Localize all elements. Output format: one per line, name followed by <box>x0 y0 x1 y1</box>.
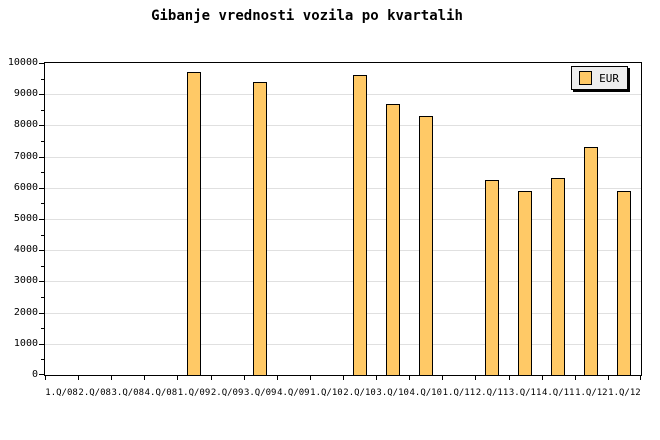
x-axis-tick <box>310 375 311 380</box>
bar <box>518 190 533 375</box>
y-axis-label: 2000 <box>13 306 38 318</box>
gridline <box>45 343 641 345</box>
x-axis-tick <box>111 375 112 380</box>
y-axis-major-tick <box>39 281 44 283</box>
x-axis-label: 3.Q/08 <box>111 388 145 398</box>
y-axis-minor-tick <box>41 265 44 267</box>
x-axis-label: 4.Q/09 <box>277 388 310 398</box>
y-axis-major-tick <box>39 94 44 96</box>
x-axis-tick <box>144 375 145 380</box>
gridline <box>45 94 641 96</box>
y-axis-major-tick <box>39 343 44 345</box>
x-axis-tick <box>343 375 344 380</box>
y-axis-label: 4000 <box>13 244 38 256</box>
y-axis-minor-tick <box>41 109 44 111</box>
x-axis-tick <box>542 375 543 380</box>
y-axis-label: 7000 <box>13 150 38 162</box>
y-axis-major-tick <box>39 312 44 314</box>
y-axis-minor-tick <box>41 297 44 298</box>
legend-swatch <box>579 71 593 85</box>
x-axis-label: 1.Q/11 <box>442 388 476 398</box>
y-axis-major-tick <box>39 125 44 127</box>
bar <box>485 180 499 375</box>
gridline <box>45 312 641 314</box>
y-axis-label: 8000 <box>13 119 38 131</box>
x-axis-label: 3.Q/11 <box>508 388 542 398</box>
chart-title: Gibanje vrednosti vozila po kvartalih <box>151 8 463 24</box>
x-axis-tick <box>78 375 79 380</box>
x-axis-label: 2.Q/10 <box>343 388 376 398</box>
y-axis-minor-tick <box>41 234 44 236</box>
x-axis-label: 2.Q/08 <box>78 388 111 398</box>
bar <box>187 72 201 375</box>
x-axis-tick <box>475 375 476 380</box>
gridline <box>45 156 641 158</box>
y-axis-major-tick <box>39 156 44 158</box>
y-axis-label: 6000 <box>13 181 38 193</box>
y-axis-minor-tick <box>41 172 44 174</box>
x-axis-label: 2.Q/11 <box>475 388 509 398</box>
bar <box>352 75 367 375</box>
x-axis-label: 2.Q/09 <box>210 388 244 398</box>
y-axis-major-tick <box>39 187 44 189</box>
x-axis-tick <box>640 375 641 380</box>
x-axis-tick <box>376 375 377 380</box>
x-axis-label: 4.Q/08 <box>144 388 178 398</box>
x-axis-tick <box>409 375 410 380</box>
y-axis-label: 10000 <box>7 57 38 68</box>
x-axis-label: 1.Q/08 <box>45 388 78 398</box>
y-axis-major-tick <box>39 219 44 220</box>
x-axis-label: 1.Q/12 <box>608 388 641 398</box>
x-axis-tick <box>45 375 46 380</box>
gridline <box>45 219 641 220</box>
x-axis-tick <box>575 375 576 380</box>
y-axis-major-tick <box>39 374 44 375</box>
y-axis-label: 5000 <box>13 213 38 224</box>
y-axis-label: 9000 <box>13 88 38 100</box>
y-axis-major-tick <box>39 250 44 252</box>
x-axis-label: 3.Q/10 <box>376 388 409 398</box>
y-axis-minor-tick <box>41 141 44 142</box>
x-axis-tick <box>244 375 245 380</box>
x-axis-label: 1.Q/12 <box>575 388 608 398</box>
y-axis-minor-tick <box>41 359 44 361</box>
x-axis-tick <box>277 375 278 380</box>
y-axis-label: 0 <box>31 369 38 380</box>
y-axis-major-tick <box>39 63 44 64</box>
x-axis-label: 4.Q/11 <box>541 388 575 398</box>
bar <box>584 147 599 375</box>
x-axis-label: 1.Q/10 <box>310 388 343 398</box>
bar <box>551 178 566 375</box>
y-axis-minor-tick <box>41 328 44 330</box>
x-axis-tick <box>211 375 212 380</box>
bar <box>385 103 400 375</box>
legend: EUR <box>571 66 628 90</box>
x-axis-label: 1.Q/09 <box>177 388 211 398</box>
y-axis-label: 3000 <box>13 275 38 287</box>
y-axis-minor-tick <box>41 78 44 80</box>
x-axis-label: 3.Q/09 <box>243 388 277 398</box>
legend-label: EUR <box>599 71 619 85</box>
gridline <box>45 250 641 252</box>
y-axis-minor-tick <box>41 203 44 205</box>
x-axis-tick <box>442 375 443 380</box>
bar <box>253 81 268 375</box>
x-axis-tick <box>509 375 510 380</box>
gridline <box>45 281 641 283</box>
x-axis-label: 4.Q/10 <box>409 388 443 398</box>
bar <box>418 116 433 375</box>
plot-area: EUR <box>39 62 642 380</box>
gridline <box>45 125 641 127</box>
gridline <box>45 187 641 189</box>
x-axis-tick <box>608 375 609 380</box>
x-axis-tick <box>177 375 178 380</box>
bar <box>617 190 632 375</box>
y-axis-label: 1000 <box>13 337 38 349</box>
